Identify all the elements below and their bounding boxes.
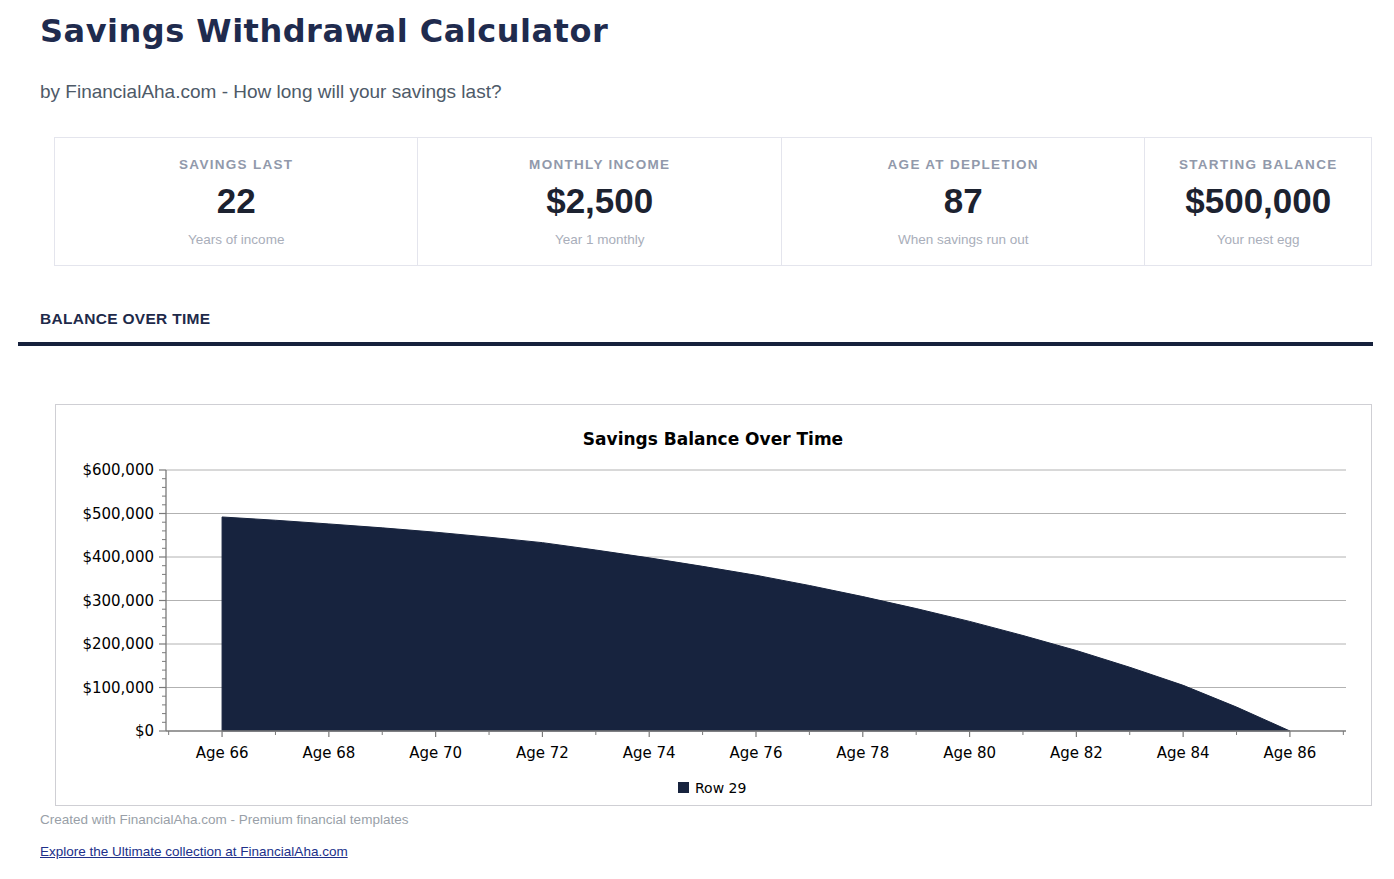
stat-card-savings-last: SAVINGS LAST 22 Years of income: [55, 138, 418, 265]
page-subtitle: by FinancialAha.com - How long will your…: [40, 81, 501, 103]
y-tick-label: $600,000: [82, 461, 154, 479]
stat-caption: Year 1 monthly: [555, 232, 645, 247]
stat-card-age-at-depletion: AGE AT DEPLETION 87 When savings run out: [782, 138, 1145, 265]
y-tick-label: $100,000: [82, 679, 154, 697]
stats-row: SAVINGS LAST 22 Years of income MONTHLY …: [54, 137, 1372, 266]
x-tick-label: Age 70: [409, 744, 462, 762]
stat-caption: When savings run out: [898, 232, 1029, 247]
legend-label: Row 29: [695, 780, 746, 796]
savings-balance-area: [222, 517, 1290, 731]
x-tick-label: Age 68: [302, 744, 355, 762]
x-tick-label: Age 72: [516, 744, 569, 762]
footer-explore-link[interactable]: Explore the Ultimate collection at Finan…: [40, 844, 348, 859]
stat-label: MONTHLY INCOME: [529, 157, 670, 172]
x-tick-label: Age 74: [623, 744, 676, 762]
section-title-balance-over-time: BALANCE OVER TIME: [40, 310, 210, 328]
stat-label: STARTING BALANCE: [1179, 157, 1338, 172]
balance-chart-container: $0 $100,000 $200,000 $300,000 $400,000 $500,0…: [55, 404, 1372, 806]
stat-value: $2,500: [546, 181, 653, 221]
x-tick-label: Age 82: [1050, 744, 1103, 762]
stat-card-monthly-income: MONTHLY INCOME $2,500 Year 1 monthly: [418, 138, 781, 265]
section-divider: [18, 342, 1373, 346]
legend-swatch: [678, 782, 689, 793]
footer-credit: Created with FinancialAha.com - Premium …: [40, 812, 408, 827]
stat-label: AGE AT DEPLETION: [888, 157, 1039, 172]
x-tick-label: Age 76: [730, 744, 783, 762]
chart-legend: Row 29: [678, 780, 746, 796]
stat-value: 22: [217, 181, 256, 221]
stat-card-starting-balance: STARTING BALANCE $500,000 Your nest egg: [1145, 138, 1371, 265]
x-tick-label: Age 80: [943, 744, 996, 762]
stat-label: SAVINGS LAST: [179, 157, 293, 172]
x-tick-label: Age 78: [836, 744, 889, 762]
y-tick-label: $300,000: [82, 592, 154, 610]
stat-value: $500,000: [1185, 181, 1331, 221]
balance-chart-svg: $0 $100,000 $200,000 $300,000 $400,000 $500,0…: [56, 405, 1371, 805]
y-tick-label: $0: [135, 722, 154, 740]
stat-caption: Years of income: [188, 232, 284, 247]
stat-value: 87: [944, 181, 983, 221]
x-tick-label: Age 86: [1263, 744, 1316, 762]
page-title: Savings Withdrawal Calculator: [40, 12, 608, 50]
y-tick-label: $200,000: [82, 635, 154, 653]
stat-caption: Your nest egg: [1217, 232, 1300, 247]
y-tick-label: $500,000: [82, 505, 154, 523]
x-tick-label: Age 84: [1157, 744, 1210, 762]
chart-area-series: [222, 517, 1290, 731]
x-tick-label: Age 66: [196, 744, 249, 762]
chart-title: Savings Balance Over Time: [583, 429, 843, 449]
y-tick-label: $400,000: [82, 548, 154, 566]
